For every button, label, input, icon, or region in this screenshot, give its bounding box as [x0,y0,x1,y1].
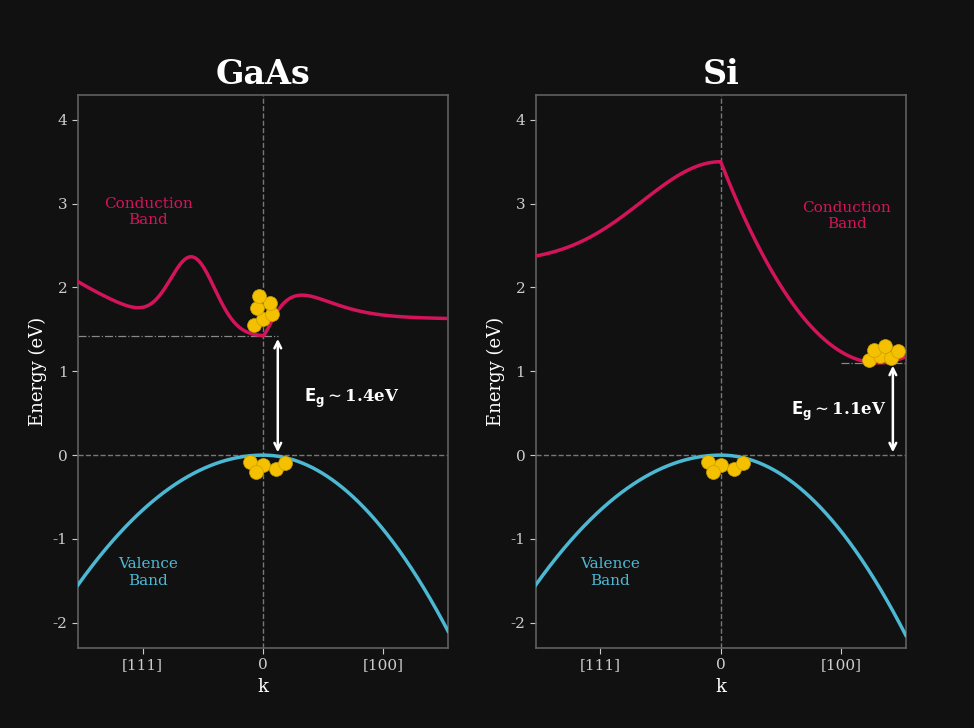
X-axis label: k: k [715,678,727,696]
Title: GaAs: GaAs [215,58,311,90]
Text: Conduction
Band: Conduction Band [803,201,891,232]
Title: Si: Si [702,58,739,90]
Text: Valence
Band: Valence Band [580,558,640,587]
Y-axis label: Energy (eV): Energy (eV) [29,317,47,426]
Text: $\mathbf{E_g}$$\sim$1.1eV: $\mathbf{E_g}$$\sim$1.1eV [791,400,886,423]
Text: Conduction
Band: Conduction Band [104,197,193,227]
Y-axis label: Energy (eV): Energy (eV) [487,317,505,426]
Text: Valence
Band: Valence Band [118,558,178,587]
Text: $\mathbf{E_g}$$\sim$1.4eV: $\mathbf{E_g}$$\sim$1.4eV [304,387,399,410]
X-axis label: k: k [257,678,269,696]
